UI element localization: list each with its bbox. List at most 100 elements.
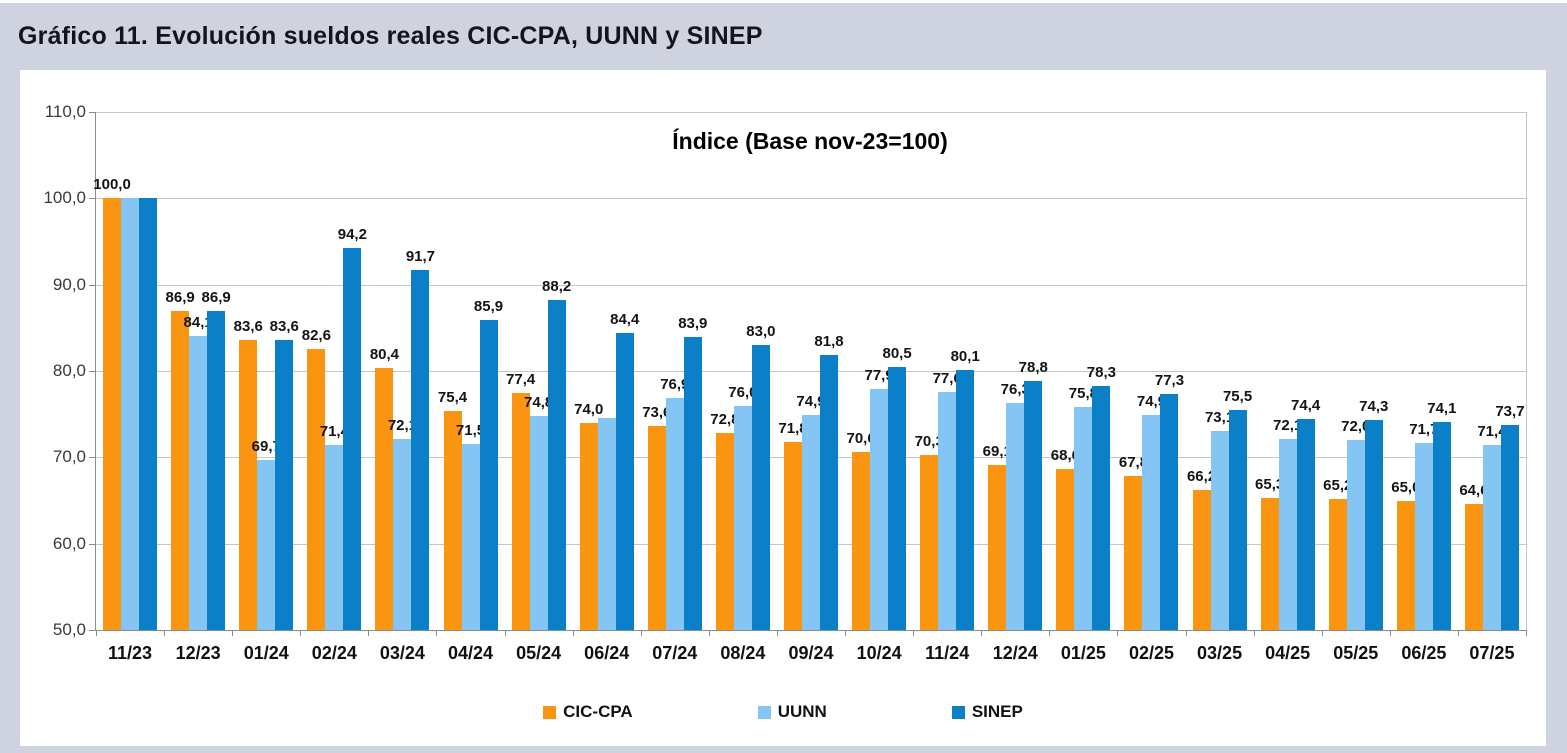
bar-value-label: 68,6 <box>1050 447 1080 465</box>
bar-value-label: 78,8 <box>1018 359 1048 377</box>
bar-value-label: 69,7 <box>251 437 281 455</box>
bar-sinep-09/24 <box>820 355 838 630</box>
bar-value-label: 69,1 <box>982 443 1012 461</box>
x-axis-category-label: 03/25 <box>1197 643 1243 663</box>
y-axis-tick-label: 70,0 <box>52 447 86 467</box>
bar-value-label: 76,9 <box>660 375 690 393</box>
bar-sinep-12/24 <box>1024 381 1043 630</box>
bar-uunn-07/25 <box>1482 445 1501 630</box>
legend-label: SINEP <box>971 702 1023 721</box>
bar-value-label: 75,5 <box>1222 387 1253 405</box>
y-axis-tick-label: 100,0 <box>43 188 86 208</box>
chart-title: Índice (Base nov-23=100) <box>672 128 948 154</box>
title-band: Gráfico 11. Evolución sueldos reales CIC… <box>0 3 1567 69</box>
bar-value-label: 84,1 <box>183 313 213 331</box>
bar-cic-cpa-02/24 <box>307 348 326 630</box>
bar-cic-cpa-04/25 <box>1260 497 1279 630</box>
bar-cic-cpa-07/24 <box>647 426 666 630</box>
bar-uunn-04/24 <box>461 444 480 630</box>
x-axis-tick <box>1253 630 1255 636</box>
bar-value-label: 77,6 <box>932 369 962 387</box>
bar-value-label: 75,4 <box>437 388 468 406</box>
bar-uunn-03/25 <box>1210 430 1229 630</box>
bar-value-label: 70,6 <box>846 430 876 448</box>
bar-value-label: 74,4 <box>1291 397 1321 415</box>
bar-sinep-02/24 <box>343 248 362 630</box>
bar-uunn-03/24 <box>393 439 412 630</box>
bar-value-label: 71,8 <box>778 419 808 437</box>
bar-cic-cpa-12/24 <box>988 465 1007 630</box>
bar-value-label: 72,8 <box>710 411 740 429</box>
x-axis-category-label: 05/25 <box>1333 643 1379 663</box>
x-axis-category-label: 07/25 <box>1469 643 1515 663</box>
bar-value-label: 85,9 <box>473 298 504 316</box>
gridline <box>96 371 1526 372</box>
x-axis-category-label: 10/24 <box>856 643 902 663</box>
x-axis-tick <box>640 630 642 636</box>
bar-value-label: 94,2 <box>337 226 367 244</box>
bar-sinep-04/24 <box>479 320 498 630</box>
bar-cic-cpa-03/24 <box>375 367 394 630</box>
bar-value-label: 67,8 <box>1118 454 1149 472</box>
bar-cic-cpa-12/23 <box>171 311 190 630</box>
bar-value-label: 81,8 <box>814 333 844 351</box>
bar-cic-cpa-05/24 <box>511 393 530 630</box>
bar-value-label: 74,1 <box>1427 399 1457 417</box>
bar-sinep-06/25 <box>1432 421 1451 630</box>
y-axis-tick-label: 50,0 <box>52 620 86 639</box>
bar-sinep-12/23 <box>207 311 226 630</box>
x-axis-category-label: 04/25 <box>1265 643 1311 663</box>
bar-value-label: 80,1 <box>950 348 980 366</box>
legend-label: CIC-CPA <box>563 702 633 721</box>
bar-sinep-11/23 <box>139 198 158 630</box>
bar-value-label: 77,4 <box>506 371 536 389</box>
bar-value-label: 83,0 <box>746 323 776 341</box>
bar-value-label: 86,9 <box>165 289 195 307</box>
x-axis-category-label: 08/24 <box>720 643 766 663</box>
bar-uunn-01/24 <box>257 459 276 630</box>
x-axis-category-label: 05/24 <box>516 643 562 663</box>
bar-cic-cpa-02/25 <box>1124 476 1143 630</box>
bar-value-label: 71,5 <box>455 422 486 440</box>
x-axis-tick <box>981 630 983 636</box>
bar-cic-cpa-04/24 <box>443 410 462 630</box>
x-axis-category-label: 06/24 <box>584 643 630 663</box>
x-axis-tick <box>1117 630 1119 636</box>
y-axis-tick-label: 60,0 <box>52 533 86 553</box>
bar-sinep-02/25 <box>1160 394 1179 630</box>
bar-cic-cpa-11/24 <box>920 454 939 630</box>
y-axis-tick-label: 110,0 <box>44 102 86 121</box>
y-axis-tick <box>89 371 95 372</box>
x-axis-category-label: 12/23 <box>175 643 221 663</box>
y-axis-tick <box>89 543 95 545</box>
bar-value-label: 75,8 <box>1068 385 1098 403</box>
top-strip <box>0 0 1567 3</box>
bar-value-label: 73,7 <box>1495 403 1525 421</box>
x-axis-tick <box>436 630 438 636</box>
legend-swatch-icon <box>757 705 771 719</box>
x-axis-category-label: 02/25 <box>1128 643 1174 663</box>
y-axis-tick <box>89 112 95 113</box>
bar-uunn-12/24 <box>1006 402 1025 630</box>
bar-value-label: 100,0 <box>93 176 131 194</box>
x-axis-category-label: 12/24 <box>992 643 1038 663</box>
y-axis-tick <box>89 198 95 200</box>
bar-value-label: 76,0 <box>728 383 758 401</box>
legend-item-uunn: UUNN <box>757 702 827 722</box>
x-axis-tick <box>1526 630 1527 636</box>
bar-sinep-06/24 <box>615 333 634 630</box>
bar-value-label: 65,3 <box>1255 475 1285 493</box>
chart-area: Índice (Base nov-23=100) 50,0 60,0 70,0 80,… <box>20 70 1546 746</box>
legend-swatch-icon <box>543 705 557 719</box>
page-title: Gráfico 11. Evolución sueldos reales CIC… <box>18 21 763 50</box>
bar-cic-cpa-09/24 <box>784 441 802 630</box>
x-axis-tick <box>232 630 234 636</box>
x-axis-tick <box>1457 630 1459 636</box>
bar-value-label: 72,1 <box>1273 417 1303 435</box>
x-axis-tick <box>776 630 778 636</box>
bar-value-label: 76,3 <box>1000 380 1030 398</box>
x-axis-tick <box>164 630 166 636</box>
x-axis-tick <box>845 630 847 636</box>
bar-value-label: 83,6 <box>233 317 263 335</box>
bar-sinep-05/24 <box>547 300 566 630</box>
